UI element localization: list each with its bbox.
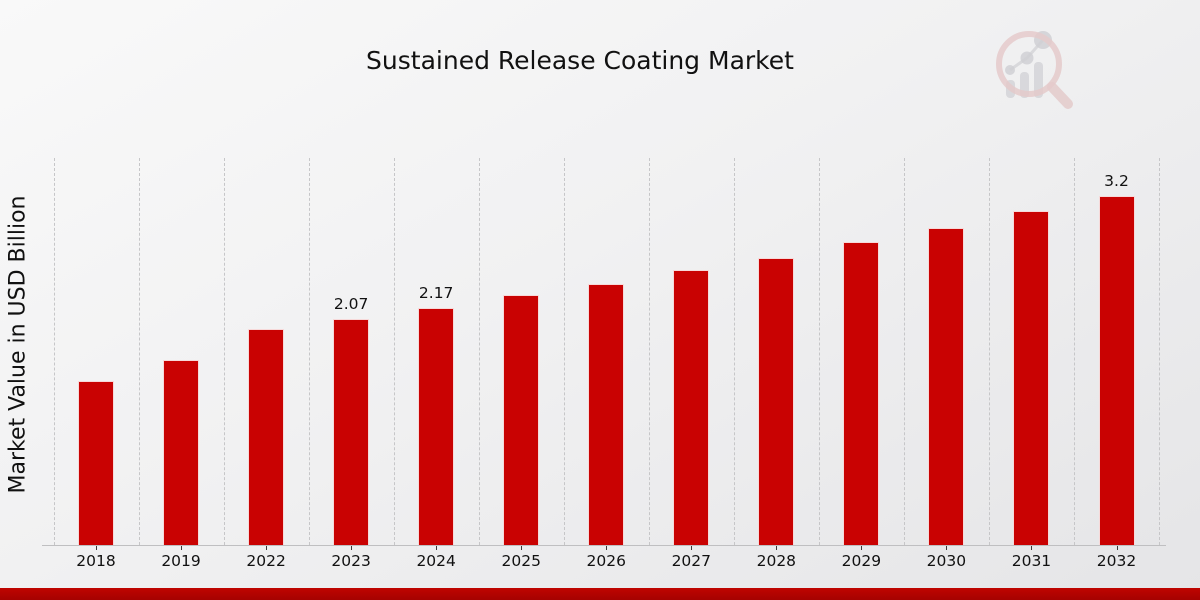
x-tick-label-2029: 2029 xyxy=(841,552,882,570)
x-tick-mark xyxy=(181,545,183,550)
x-tick-mark xyxy=(521,545,523,550)
x-tick-mark xyxy=(776,545,778,550)
gridline xyxy=(1159,158,1161,545)
x-tick-mark xyxy=(606,545,608,550)
bar-2030 xyxy=(928,227,965,545)
chart-title: Sustained Release Coating Market xyxy=(366,46,794,75)
gridline xyxy=(648,158,650,545)
x-tick-label-2026: 2026 xyxy=(586,552,626,570)
bar-2023 xyxy=(333,319,370,545)
x-tick-mark xyxy=(946,545,948,550)
logo-chart-bars xyxy=(1005,31,1052,98)
bar-2019 xyxy=(163,359,200,545)
x-tick-label-2024: 2024 xyxy=(416,552,456,570)
x-tick-mark xyxy=(1116,545,1118,550)
magnifier-bar-chart-logo-icon xyxy=(996,31,1073,109)
gridline xyxy=(478,158,480,545)
x-tick-mark xyxy=(1031,545,1033,550)
x-tick-label-2030: 2030 xyxy=(926,552,967,570)
bar-2024 xyxy=(418,308,455,545)
x-tick-mark xyxy=(351,545,353,550)
x-tick-mark xyxy=(266,545,268,550)
x-tick-label-2018: 2018 xyxy=(76,552,116,570)
x-axis-line xyxy=(42,545,1166,546)
gridline xyxy=(308,158,310,545)
value-label-2032: 3.2 xyxy=(1104,172,1129,190)
x-tick-mark xyxy=(436,545,438,550)
x-tick-label-2028: 2028 xyxy=(756,552,797,570)
logo-magnifier-ring xyxy=(996,31,1073,109)
x-tick-label-2022: 2022 xyxy=(246,552,286,570)
x-tick-label-2032: 2032 xyxy=(1096,552,1137,570)
bar-2031 xyxy=(1013,211,1050,545)
x-tick-label-2027: 2027 xyxy=(671,552,712,570)
x-tick-mark xyxy=(861,545,863,550)
gridline xyxy=(988,158,990,545)
gridline xyxy=(393,158,395,545)
bar-2028 xyxy=(758,258,795,545)
bottom-accent-strip xyxy=(0,588,1200,600)
bar-2025 xyxy=(503,295,540,545)
gridline xyxy=(733,158,735,545)
x-tick-label-2031: 2031 xyxy=(1011,552,1052,570)
x-tick-label-2025: 2025 xyxy=(501,552,541,570)
bar-2022 xyxy=(248,329,285,545)
gridline xyxy=(903,158,905,545)
x-tick-mark xyxy=(96,545,98,550)
x-tick-mark xyxy=(691,545,693,550)
bar-2027 xyxy=(673,270,710,545)
x-tick-label-2019: 2019 xyxy=(161,552,201,570)
gridline xyxy=(223,158,225,545)
value-label-2024: 2.17 xyxy=(418,284,454,303)
bar-2026 xyxy=(588,284,625,545)
bar-2018 xyxy=(78,381,115,545)
value-label-2023: 2.07 xyxy=(333,295,369,314)
x-tick-label-2023: 2023 xyxy=(331,552,371,570)
gridline xyxy=(1073,158,1075,545)
gridline xyxy=(563,158,565,545)
bar-2029 xyxy=(843,241,880,545)
gridline xyxy=(138,158,140,545)
bar-2032 xyxy=(1098,196,1135,545)
gridline xyxy=(53,158,55,545)
gridline xyxy=(818,158,820,545)
